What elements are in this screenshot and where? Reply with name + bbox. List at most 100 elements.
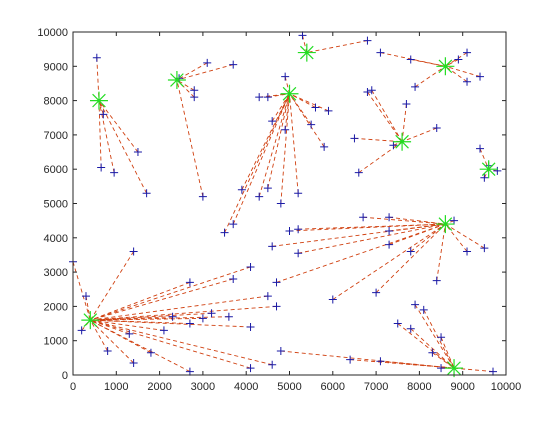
link-line	[271, 93, 290, 122]
link-line	[90, 316, 229, 321]
link-line	[436, 224, 446, 281]
x-tick-label: 6000	[321, 381, 345, 393]
point-marker	[185, 319, 194, 328]
link-line	[98, 100, 104, 115]
link-line	[90, 278, 234, 321]
x-tick-label: 1000	[104, 381, 128, 393]
link-line	[380, 360, 455, 369]
center-marker	[280, 84, 299, 103]
point-marker	[255, 192, 264, 201]
center-marker	[81, 311, 100, 330]
link-line	[332, 223, 446, 300]
point-marker	[376, 357, 385, 366]
link-line	[90, 312, 212, 321]
link-line	[284, 93, 290, 130]
link-line	[98, 100, 148, 194]
point-marker	[419, 305, 428, 314]
y-tick-label: 9000	[44, 61, 68, 73]
link-line	[358, 141, 403, 173]
point-marker	[190, 93, 199, 102]
center-marker	[436, 57, 455, 76]
center-marker	[436, 215, 455, 234]
link-line	[375, 223, 446, 293]
link-line	[389, 216, 446, 225]
plot-box	[72, 31, 507, 376]
link-line	[414, 304, 455, 369]
link-line	[90, 319, 251, 328]
link-line	[289, 223, 446, 232]
point-marker	[190, 86, 199, 95]
point-marker	[480, 173, 489, 182]
point-marker	[346, 355, 355, 364]
x-tick-label: 3000	[191, 381, 215, 393]
y-tick-label: 5000	[44, 199, 68, 211]
point-marker	[428, 348, 437, 357]
link-line	[72, 261, 91, 321]
point-marker	[320, 142, 329, 151]
point-marker	[198, 192, 207, 201]
point-marker	[268, 117, 277, 126]
point-marker	[450, 216, 459, 225]
link-line	[90, 319, 273, 366]
link-line	[90, 319, 251, 369]
link-line	[371, 90, 403, 142]
x-tick-label: 10000	[491, 381, 522, 393]
link-line	[423, 309, 455, 369]
point-marker	[359, 213, 368, 222]
link-line	[90, 295, 268, 321]
point-marker	[493, 166, 502, 175]
center-marker	[89, 91, 108, 110]
link-line	[98, 100, 139, 153]
link-line	[410, 58, 446, 67]
point-marker	[363, 88, 372, 97]
point-marker	[133, 148, 142, 157]
point-marker	[324, 106, 333, 115]
link-line	[176, 79, 195, 91]
point-marker	[411, 82, 420, 91]
link-line	[267, 93, 290, 189]
link-line	[401, 103, 407, 142]
point-markers	[69, 31, 502, 376]
point-marker	[92, 53, 101, 62]
point-marker	[354, 168, 363, 177]
point-marker	[272, 302, 281, 311]
point-marker	[81, 292, 90, 301]
link-line	[89, 319, 109, 352]
x-tick-label: 5000	[277, 381, 301, 393]
link-line	[258, 93, 290, 197]
point-marker	[246, 322, 255, 331]
y-tick-label: 4000	[44, 233, 68, 245]
point-marker	[294, 249, 303, 258]
point-marker	[281, 72, 290, 81]
point-marker	[97, 163, 106, 172]
point-marker	[168, 312, 177, 321]
point-marker	[268, 360, 277, 369]
link-line	[280, 350, 455, 369]
link-line	[440, 337, 455, 369]
point-marker	[198, 314, 207, 323]
link-line	[445, 59, 459, 67]
point-marker	[411, 300, 420, 309]
link-line	[479, 148, 490, 170]
link-line	[354, 137, 403, 143]
point-marker	[263, 93, 272, 102]
link-line	[90, 319, 191, 372]
y-tick-label: 3000	[44, 267, 68, 279]
point-marker	[406, 324, 415, 333]
link-line	[306, 40, 368, 54]
link-line	[81, 319, 91, 331]
y-axis-ticks: 0 1000 2000 3000 4000 5000 6000 7000 8000 9000 100…	[37, 27, 506, 382]
link-line	[401, 127, 437, 143]
point-marker	[463, 77, 472, 86]
x-tick-label: 0	[70, 381, 76, 393]
point-marker	[263, 292, 272, 301]
point-marker	[129, 247, 138, 256]
link-line	[410, 328, 455, 369]
y-tick-label: 1000	[44, 336, 68, 348]
link-lines	[72, 35, 498, 373]
point-marker	[103, 346, 112, 355]
x-axis-ticks: 0 1000 2000 3000 4000 5000 6000 7000 8000 9000 100…	[70, 32, 521, 393]
point-marker	[272, 278, 281, 287]
link-line	[98, 100, 115, 173]
point-marker	[255, 93, 264, 102]
